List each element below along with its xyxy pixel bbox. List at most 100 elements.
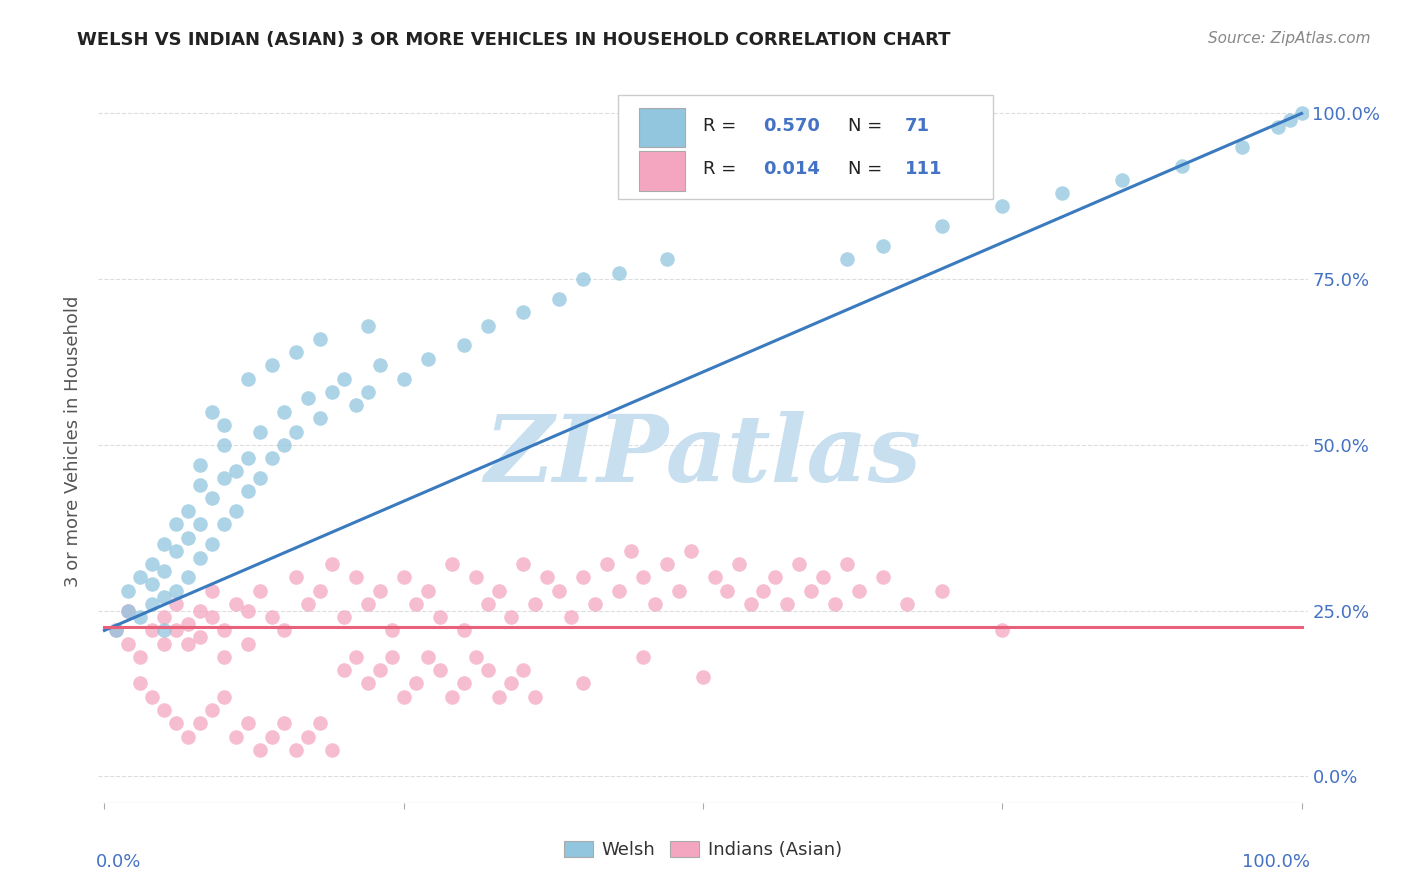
Point xyxy=(440,557,463,571)
Point xyxy=(260,730,283,744)
Point xyxy=(560,610,582,624)
Point xyxy=(201,537,224,551)
Point xyxy=(1291,106,1313,120)
Point xyxy=(501,610,523,624)
Point xyxy=(405,597,427,611)
Point xyxy=(212,438,235,452)
Text: N =: N = xyxy=(848,161,889,178)
Point xyxy=(297,597,319,611)
Point xyxy=(177,531,200,545)
Point xyxy=(572,676,595,690)
Point xyxy=(1230,139,1253,153)
Point xyxy=(212,690,235,704)
Point xyxy=(800,583,823,598)
Point xyxy=(165,583,187,598)
Point xyxy=(249,583,271,598)
Point xyxy=(117,603,139,617)
Point xyxy=(368,583,391,598)
Text: 0.014: 0.014 xyxy=(763,161,820,178)
Bar xyxy=(638,151,685,191)
Point xyxy=(776,597,799,611)
Point xyxy=(440,690,463,704)
Point xyxy=(153,637,176,651)
Point xyxy=(607,266,630,280)
Point xyxy=(512,663,534,677)
Text: R =: R = xyxy=(703,117,742,135)
Point xyxy=(236,451,259,466)
Point xyxy=(524,690,547,704)
Point xyxy=(201,703,224,717)
Point xyxy=(321,557,343,571)
Point xyxy=(344,650,367,665)
Point xyxy=(333,663,356,677)
Point xyxy=(381,650,404,665)
Bar xyxy=(638,108,685,147)
Point xyxy=(165,597,187,611)
Point xyxy=(368,663,391,677)
Point xyxy=(668,583,690,598)
Point xyxy=(501,676,523,690)
Point xyxy=(188,550,211,565)
Point xyxy=(212,517,235,532)
Point xyxy=(333,371,356,385)
Point xyxy=(512,557,534,571)
Point xyxy=(297,392,319,406)
Point xyxy=(392,570,415,584)
Point xyxy=(141,624,163,638)
Point xyxy=(896,597,918,611)
Point xyxy=(405,676,427,690)
Text: R =: R = xyxy=(703,161,742,178)
Point xyxy=(260,359,283,373)
Point xyxy=(716,583,738,598)
Point xyxy=(477,318,499,333)
Point xyxy=(679,544,702,558)
Point xyxy=(249,471,271,485)
Point xyxy=(297,730,319,744)
Point xyxy=(1267,120,1289,134)
Point xyxy=(201,610,224,624)
Point xyxy=(787,557,810,571)
Point xyxy=(357,676,380,690)
Point xyxy=(188,517,211,532)
Point xyxy=(236,603,259,617)
Point xyxy=(811,570,834,584)
Point xyxy=(309,716,332,731)
Point xyxy=(1050,186,1073,200)
Point xyxy=(931,219,953,233)
Point xyxy=(177,504,200,518)
Point xyxy=(991,624,1014,638)
Point xyxy=(309,411,332,425)
Text: 0.0%: 0.0% xyxy=(96,854,142,871)
Point xyxy=(129,570,152,584)
Point xyxy=(872,570,894,584)
Point xyxy=(141,577,163,591)
Point xyxy=(260,451,283,466)
Point xyxy=(357,384,380,399)
Point xyxy=(201,405,224,419)
Point xyxy=(165,517,187,532)
Point xyxy=(381,624,404,638)
Point xyxy=(620,544,643,558)
Point xyxy=(464,650,486,665)
Point xyxy=(236,371,259,385)
Point xyxy=(212,650,235,665)
Point xyxy=(129,610,152,624)
Point xyxy=(153,610,176,624)
Point xyxy=(105,624,128,638)
Point xyxy=(1171,160,1194,174)
Point xyxy=(333,610,356,624)
Point xyxy=(212,624,235,638)
Point xyxy=(273,405,295,419)
Point xyxy=(188,630,211,644)
Point xyxy=(583,597,606,611)
Point xyxy=(284,743,307,757)
Point xyxy=(512,305,534,319)
Point xyxy=(188,477,211,491)
Point xyxy=(429,663,451,677)
Text: 71: 71 xyxy=(905,117,929,135)
Point xyxy=(835,252,858,267)
Point xyxy=(704,570,727,584)
Point xyxy=(236,716,259,731)
Point xyxy=(572,272,595,286)
Point xyxy=(548,583,571,598)
